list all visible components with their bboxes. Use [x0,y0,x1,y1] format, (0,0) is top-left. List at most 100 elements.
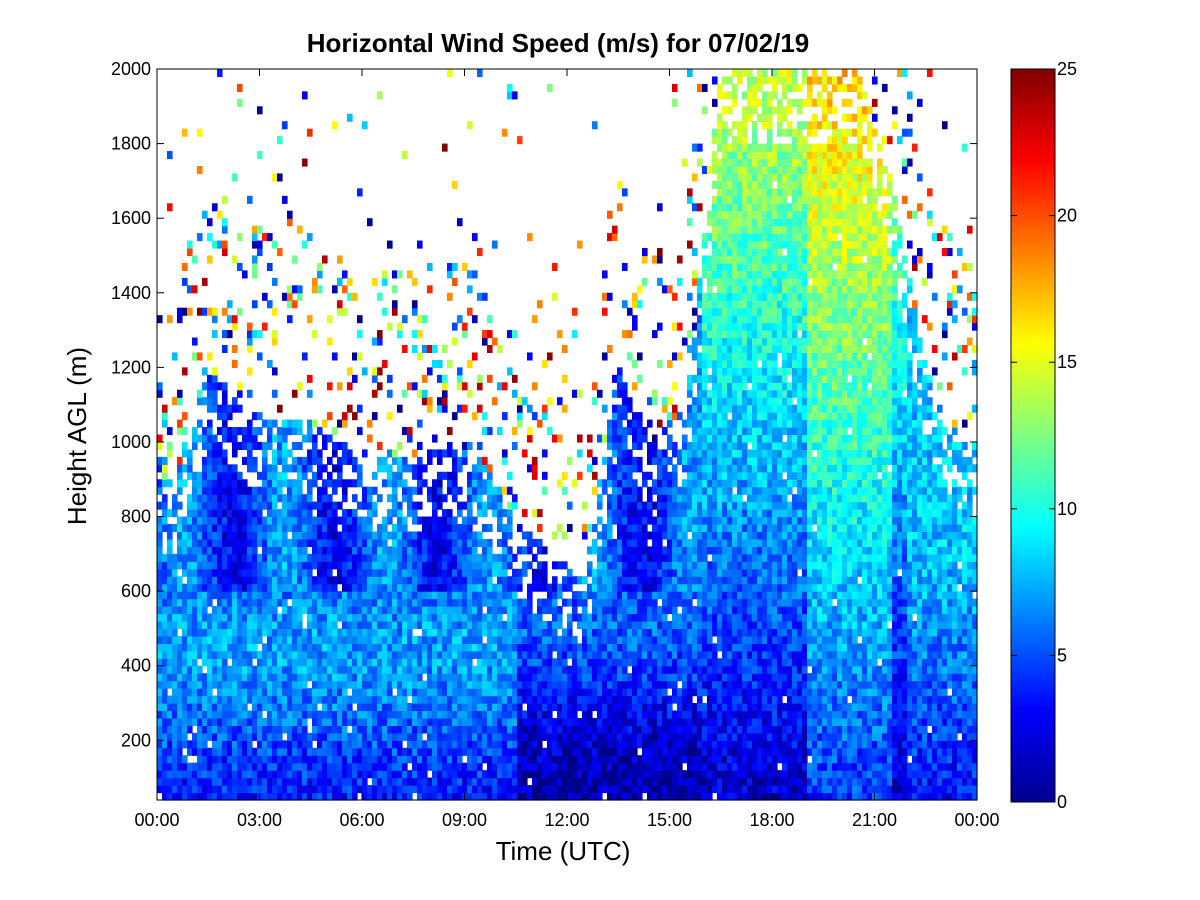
heatmap-cell [402,785,408,794]
heatmap-cell [267,695,273,704]
heatmap-cell [272,591,278,600]
heatmap-cell [667,770,673,779]
heatmap-cell [682,747,688,756]
heatmap-cell [652,486,658,495]
heatmap-cell [417,598,423,607]
heatmap-cell [267,635,273,644]
heatmap-cell [362,486,368,495]
heatmap-cell [487,546,493,555]
heatmap-cell [632,710,638,719]
heatmap-cell [477,538,483,547]
heatmap-cell [392,509,398,518]
heatmap-cell [167,449,173,458]
heatmap-cell [222,546,228,555]
heatmap-cell [627,456,633,465]
heatmap-cell [292,583,298,592]
heatmap-cell [317,486,323,495]
heatmap-cell [282,770,288,779]
heatmap-cell [512,330,518,339]
heatmap-cell [597,688,603,697]
heatmap-cell [447,703,453,712]
heatmap-cell [627,725,633,734]
heatmap-cell [347,770,353,779]
heatmap-cell [367,568,373,577]
heatmap-cell [307,568,313,577]
heatmap-cell [202,598,208,607]
heatmap-cell [617,583,623,592]
heatmap-cell [577,591,583,600]
heatmap-cell [492,703,498,712]
heatmap-cell [467,568,473,577]
heatmap-cell [592,486,598,495]
heatmap-cell [277,486,283,495]
heatmap-cell [502,740,508,749]
heatmap-cell [662,598,668,607]
heatmap-cell [262,516,268,525]
heatmap-cell [287,606,293,615]
heatmap-cell [617,412,623,421]
heatmap-cell [567,576,573,585]
heatmap-cell [322,561,328,570]
heatmap-cell [302,688,308,697]
heatmap-cell [652,397,658,406]
heatmap-cell [342,270,348,279]
heatmap-cell [472,695,478,704]
heatmap-cell [337,598,343,607]
heatmap-cell [537,785,543,794]
heatmap-cell [487,553,493,562]
heatmap-cell [417,717,423,727]
heatmap-cell [477,717,483,727]
heatmap-cell [202,210,208,219]
heatmap-cell [267,755,273,764]
heatmap-cell [247,553,253,562]
heatmap-cell [427,635,433,644]
heatmap-cell [302,538,308,547]
heatmap-cell [392,568,398,577]
heatmap-cell [287,546,293,555]
heatmap-cell [662,650,668,659]
heatmap-cell [272,486,278,495]
heatmap-cell [202,650,208,659]
heatmap-cell [377,717,383,727]
heatmap-cell [452,717,458,727]
heatmap-cell [292,792,298,801]
heatmap-cell [207,688,213,697]
heatmap-cell [157,613,163,622]
heatmap-cell [542,628,548,637]
heatmap-cell [317,494,323,503]
heatmap-cell [272,568,278,577]
heatmap-cell [477,606,483,615]
heatmap-cell [382,635,388,644]
heatmap-cell [312,650,318,659]
heatmap-cell [252,464,258,473]
heatmap-cell [467,270,473,279]
heatmap-cell [442,747,448,756]
heatmap-cell [427,785,433,794]
heatmap-cell [377,367,383,376]
heatmap-cell [232,777,238,786]
heatmap-cell [617,628,623,637]
heatmap-cell [317,732,323,741]
heatmap-cell [322,598,328,607]
heatmap-cell [427,531,433,540]
heatmap-cell [162,598,168,607]
heatmap-cell [222,792,228,801]
heatmap-cell [262,471,268,480]
heatmap-cell [677,628,683,637]
heatmap-cell [532,777,538,786]
heatmap-cell [632,747,638,756]
heatmap-cell [522,561,528,570]
heatmap-cell [652,650,658,659]
heatmap-cell [237,606,243,615]
heatmap-cell [237,613,243,622]
heatmap-cell [492,680,498,689]
heatmap-cell [207,561,213,570]
heatmap-cell [657,620,663,630]
heatmap-cell [217,516,223,525]
heatmap-cell [497,680,503,689]
heatmap-cell [607,717,613,727]
heatmap-cell [272,494,278,503]
heatmap-cell [597,516,603,525]
heatmap-cell [627,732,633,741]
heatmap-cell [457,725,463,734]
